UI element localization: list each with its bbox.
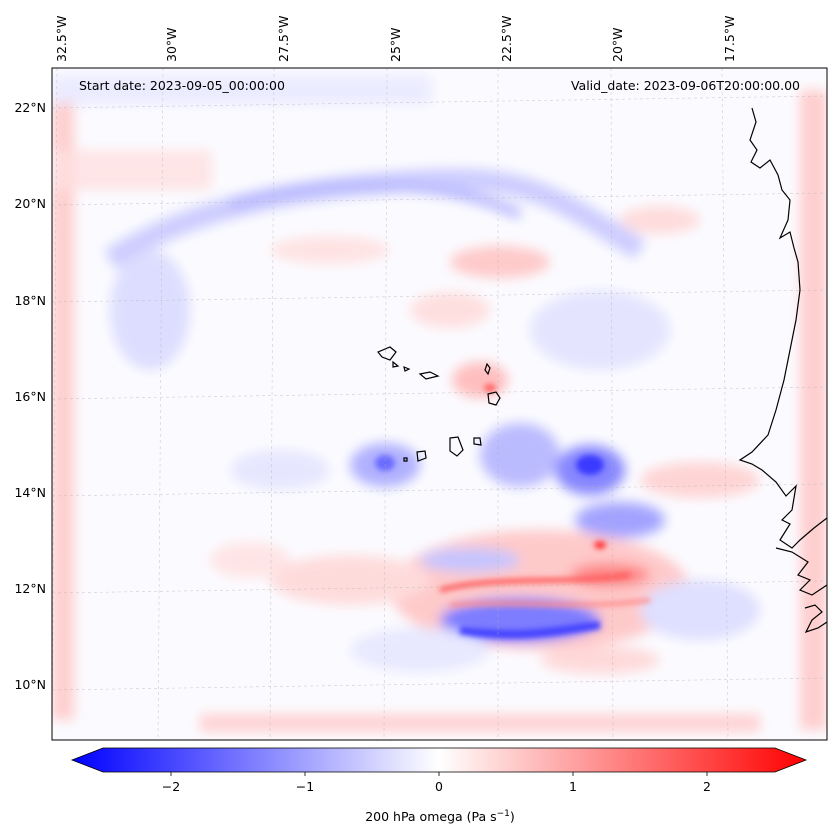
- lon-label: 17.5°W: [722, 16, 737, 62]
- lon-label: 22.5°W: [499, 16, 514, 62]
- colorbar: −2 −1 0 1 2 200 hPa omega (Pa s−1): [70, 747, 808, 824]
- colorbar-tick-label: −1: [296, 779, 314, 794]
- lon-label: 25°W: [388, 27, 403, 62]
- lat-label: 16°N: [14, 389, 46, 404]
- lon-label: 20°W: [610, 27, 625, 62]
- cape-verde-islands: [377, 346, 501, 462]
- colorbar-tick-label: −2: [162, 779, 180, 794]
- lat-label: 20°N: [14, 196, 46, 211]
- lat-label: 12°N: [14, 581, 46, 596]
- africa-coastline: [738, 107, 827, 549]
- colorbar-label: 200 hPa omega (Pa s−1): [365, 809, 515, 824]
- colorbar-tick-label: 0: [435, 779, 443, 794]
- colorbar-tick-label: 2: [703, 779, 711, 794]
- lat-label: 14°N: [14, 485, 46, 500]
- colorbar-bar: [70, 747, 808, 773]
- colorbar-ticks: [170, 772, 708, 776]
- lat-label: 18°N: [14, 293, 46, 308]
- colorbar-tick-label: 1: [569, 779, 577, 794]
- latitude-labels: 22°N 20°N 18°N 16°N 14°N 12°N 10°N: [14, 100, 46, 692]
- gridlines: [52, 68, 827, 740]
- coastlines: [377, 107, 827, 634]
- lat-label: 10°N: [14, 677, 46, 692]
- lon-label: 27.5°W: [276, 16, 291, 62]
- lon-label: 32.5°W: [54, 16, 69, 62]
- start-date-label: Start date: 2023-09-05_00:00:00: [79, 78, 285, 93]
- lon-label: 30°W: [164, 27, 179, 62]
- map-area[interactable]: Start date: 2023-09-05_00:00:00 Valid_da…: [51, 67, 828, 741]
- valid-date-label: Valid_date: 2023-09-06T20:00:00.00: [571, 78, 800, 93]
- longitude-labels: 32.5°W 30°W 27.5°W 25°W 22.5°W 20°W 17.5…: [54, 16, 737, 62]
- map-frame: [51, 67, 828, 741]
- omega-field: [52, 75, 827, 732]
- lat-label: 22°N: [14, 100, 46, 115]
